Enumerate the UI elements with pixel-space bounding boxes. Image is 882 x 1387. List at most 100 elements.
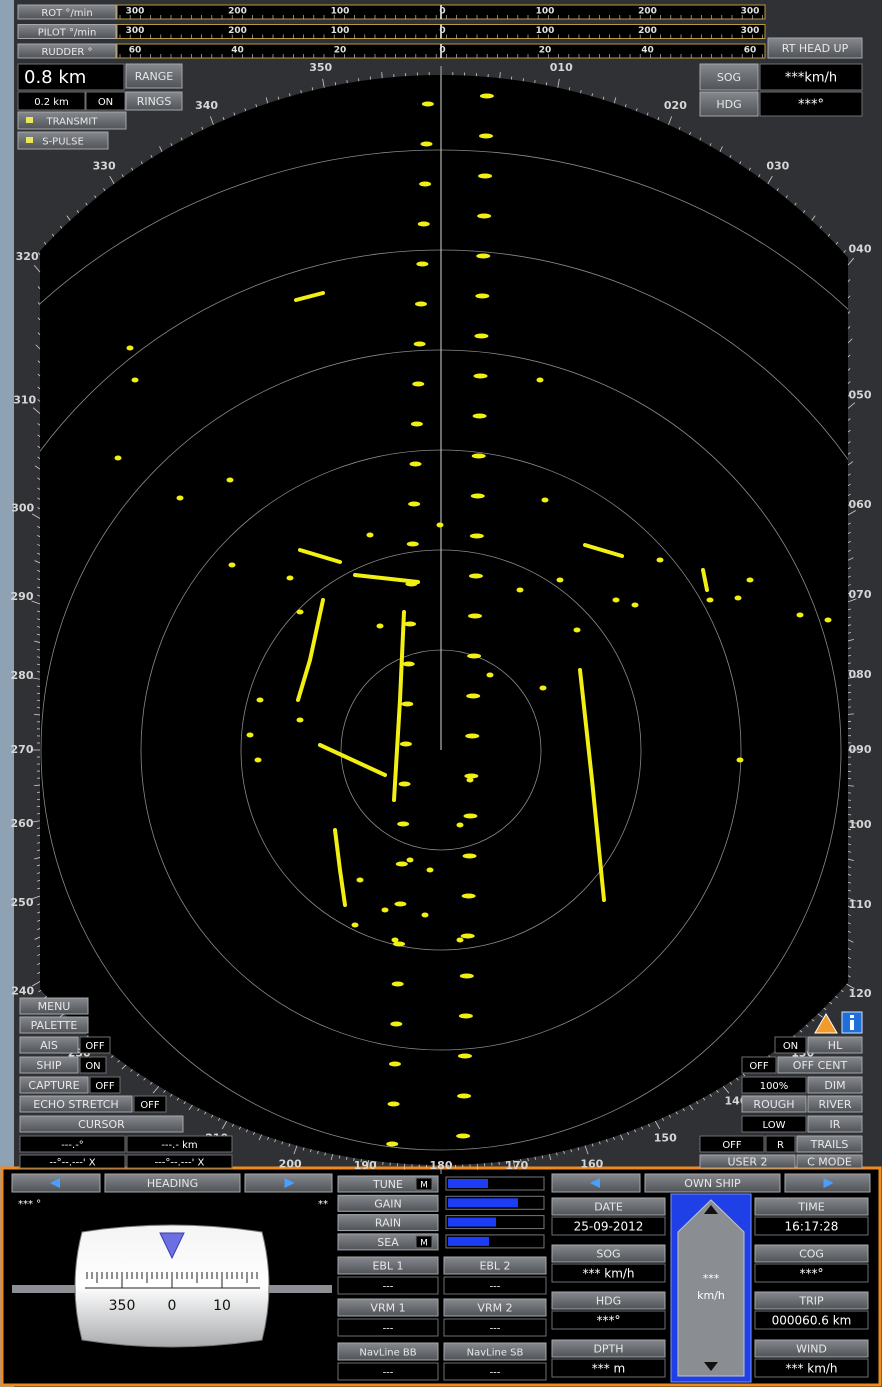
button-label: SEA (377, 1236, 399, 1249)
button-label: TIME (797, 1201, 824, 1214)
value-text: ---°--.---' X (155, 1158, 205, 1169)
echo (257, 698, 264, 703)
echo (287, 576, 294, 581)
scale-label: 0 (439, 46, 445, 56)
info-icon-glyph (850, 1015, 854, 1018)
button-label: TRIP (798, 1295, 824, 1308)
echo (459, 1014, 473, 1019)
echo (487, 673, 494, 678)
echo (352, 923, 359, 928)
button-label: DATE (594, 1201, 623, 1214)
level-fill (448, 1198, 518, 1207)
value-text: --- (490, 1324, 501, 1335)
echo (227, 478, 234, 483)
bearing-label: 060 (849, 498, 872, 511)
button-label: ROT °/min (41, 8, 92, 19)
scale-label: 20 (334, 46, 347, 56)
button-label: OWN SHIP (684, 1177, 741, 1190)
echo (471, 494, 485, 499)
echo (404, 622, 416, 627)
bearing-label: 200 (279, 1157, 302, 1170)
echo (707, 598, 714, 603)
echo (825, 618, 832, 623)
button-label: RINGS (137, 95, 172, 108)
button-label: TUNE (372, 1178, 403, 1191)
radar-screen: 0000100200300400500600700800901001101201… (0, 0, 882, 1387)
scale-label: 300 (126, 26, 145, 36)
bearing-label: 330 (93, 160, 116, 173)
button-label: DIM (824, 1079, 845, 1092)
value-text: M (420, 1238, 428, 1248)
scale-label: 300 (741, 26, 760, 36)
echo (472, 454, 486, 459)
value-text: ***° (800, 1267, 824, 1281)
bearing-label: 170 (505, 1159, 528, 1172)
bearing-label: 260 (11, 817, 34, 830)
value-text: --- (383, 1282, 394, 1293)
echo (437, 523, 444, 528)
button-label: CURSOR (78, 1118, 125, 1131)
button-label: GAIN (374, 1197, 402, 1210)
scale-label: 200 (228, 26, 247, 36)
value-text: --- (383, 1368, 394, 1379)
echo (478, 174, 492, 179)
button-label: SHIP (36, 1059, 61, 1072)
echo (475, 294, 489, 299)
bearing-label: 250 (11, 896, 34, 909)
button-label: RAIN (375, 1217, 401, 1230)
echo (457, 823, 464, 828)
bearing-label: 350 (309, 61, 332, 74)
scale-label: 100 (536, 26, 555, 36)
echo (540, 686, 547, 691)
button-label: PILOT °/min (38, 28, 97, 39)
bearing-label: 300 (11, 501, 34, 514)
bearing-label: 030 (766, 160, 789, 173)
bearing-tick (569, 87, 570, 90)
button-label: DPTH (593, 1343, 623, 1356)
scale-label: 100 (331, 26, 350, 36)
bearing-tick (404, 1164, 405, 1170)
echo (458, 1054, 472, 1059)
value-text: *** km/h (582, 1267, 634, 1281)
bearing-tick (312, 87, 313, 90)
echo (389, 1062, 401, 1067)
echo (408, 502, 420, 507)
bearing-label: 040 (849, 243, 872, 256)
scale-label: 200 (638, 26, 657, 36)
button-label: S-PULSE (42, 137, 84, 148)
button-label: NavLine BB (359, 1348, 416, 1359)
echo (467, 654, 481, 659)
echo (396, 862, 408, 867)
echo (415, 302, 427, 307)
echo (574, 628, 581, 633)
echo (400, 742, 412, 747)
echo (177, 496, 184, 501)
echo (418, 222, 430, 227)
button-label: EBL 1 (372, 1260, 403, 1273)
echo (410, 462, 422, 467)
echo (468, 614, 482, 619)
compass-label: 350 (109, 1298, 136, 1314)
value-text: 16:17:28 (785, 1220, 839, 1234)
button-label: IR (830, 1118, 841, 1131)
echo (797, 613, 804, 618)
echo (474, 334, 488, 339)
echo (632, 603, 639, 608)
value-text: ON (98, 97, 113, 108)
bearing-tick (34, 785, 40, 786)
value-text: ---.- km (161, 1140, 197, 1151)
bearing-label: 150 (654, 1131, 677, 1144)
scale-label: 20 (539, 46, 552, 56)
bearing-label: 080 (849, 668, 872, 681)
bearing-tick (382, 72, 383, 78)
value-text: ---.-° (61, 1140, 84, 1151)
button-label: HDG (716, 98, 741, 111)
value-text: 000060.6 km (772, 1314, 852, 1328)
bearing-label: 010 (550, 61, 573, 74)
bearing-label: 050 (849, 389, 872, 402)
page: 0000100200300400500600700800901001101201… (0, 0, 882, 1387)
echo (466, 694, 480, 699)
echo (392, 938, 399, 943)
echo (457, 938, 464, 943)
value-text: ***° (597, 1314, 621, 1328)
